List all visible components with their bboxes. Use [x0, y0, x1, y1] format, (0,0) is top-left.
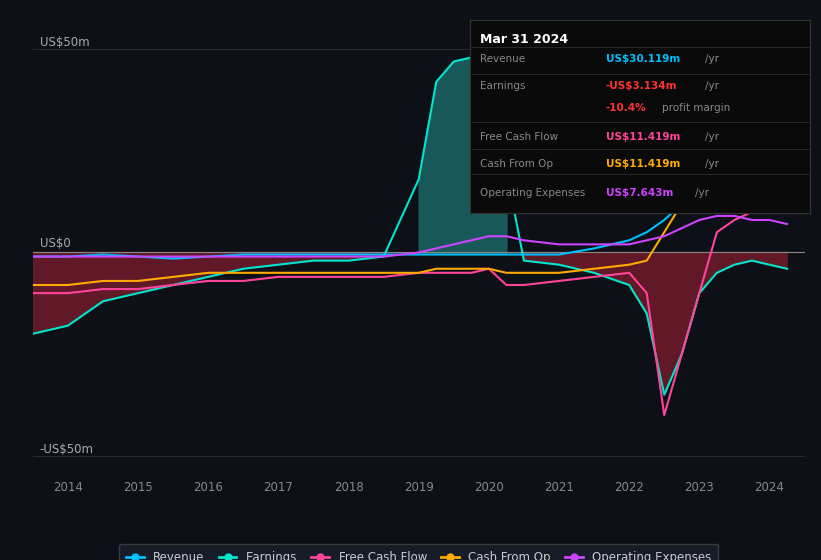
- Legend: Revenue, Earnings, Free Cash Flow, Cash From Op, Operating Expenses: Revenue, Earnings, Free Cash Flow, Cash …: [119, 544, 718, 560]
- Text: Mar 31 2024: Mar 31 2024: [479, 33, 568, 46]
- Text: -US$3.134m: -US$3.134m: [606, 81, 677, 91]
- Text: -10.4%: -10.4%: [606, 102, 646, 113]
- Text: US$0: US$0: [40, 237, 71, 250]
- Text: Free Cash Flow: Free Cash Flow: [479, 132, 558, 142]
- Text: /yr: /yr: [704, 132, 718, 142]
- Text: -US$50m: -US$50m: [40, 443, 94, 456]
- Text: /yr: /yr: [695, 188, 709, 198]
- Text: Operating Expenses: Operating Expenses: [479, 188, 585, 198]
- Text: Earnings: Earnings: [479, 81, 525, 91]
- Text: profit margin: profit margin: [662, 102, 731, 113]
- Text: US$7.643m: US$7.643m: [606, 188, 673, 198]
- Text: US$11.419m: US$11.419m: [606, 132, 681, 142]
- Text: /yr: /yr: [704, 81, 718, 91]
- Text: Revenue: Revenue: [479, 54, 525, 64]
- Text: /yr: /yr: [704, 158, 718, 169]
- Text: /yr: /yr: [704, 54, 718, 64]
- Text: Cash From Op: Cash From Op: [479, 158, 553, 169]
- Text: US$50m: US$50m: [40, 36, 89, 49]
- Text: US$11.419m: US$11.419m: [606, 158, 681, 169]
- Text: US$30.119m: US$30.119m: [606, 54, 680, 64]
